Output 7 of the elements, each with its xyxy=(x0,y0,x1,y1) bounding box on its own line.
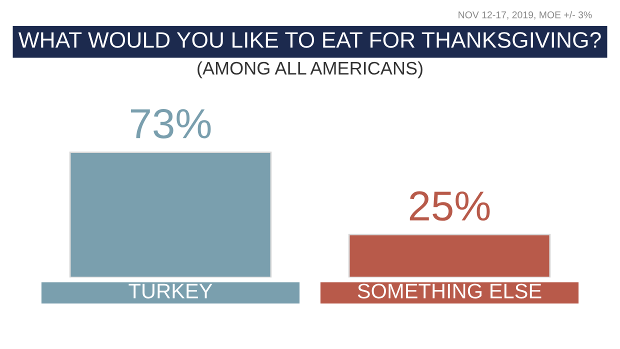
text: NOV 12-17, 2019, MOE +/- 3% xyxy=(458,11,592,20)
chart-title: WHAT WOULD YOU LIKE TO EAT FOR THANKSGIVING? xyxy=(18,32,601,48)
x-tick-label: TURKEY xyxy=(128,284,212,298)
data-label: 25% xyxy=(410,191,490,221)
x-tick-label: SOMETHING ELSE xyxy=(358,284,542,298)
data-label: 73% xyxy=(130,109,211,139)
chart-subtitle: (AMONG ALL AMERICANS) xyxy=(198,61,422,78)
